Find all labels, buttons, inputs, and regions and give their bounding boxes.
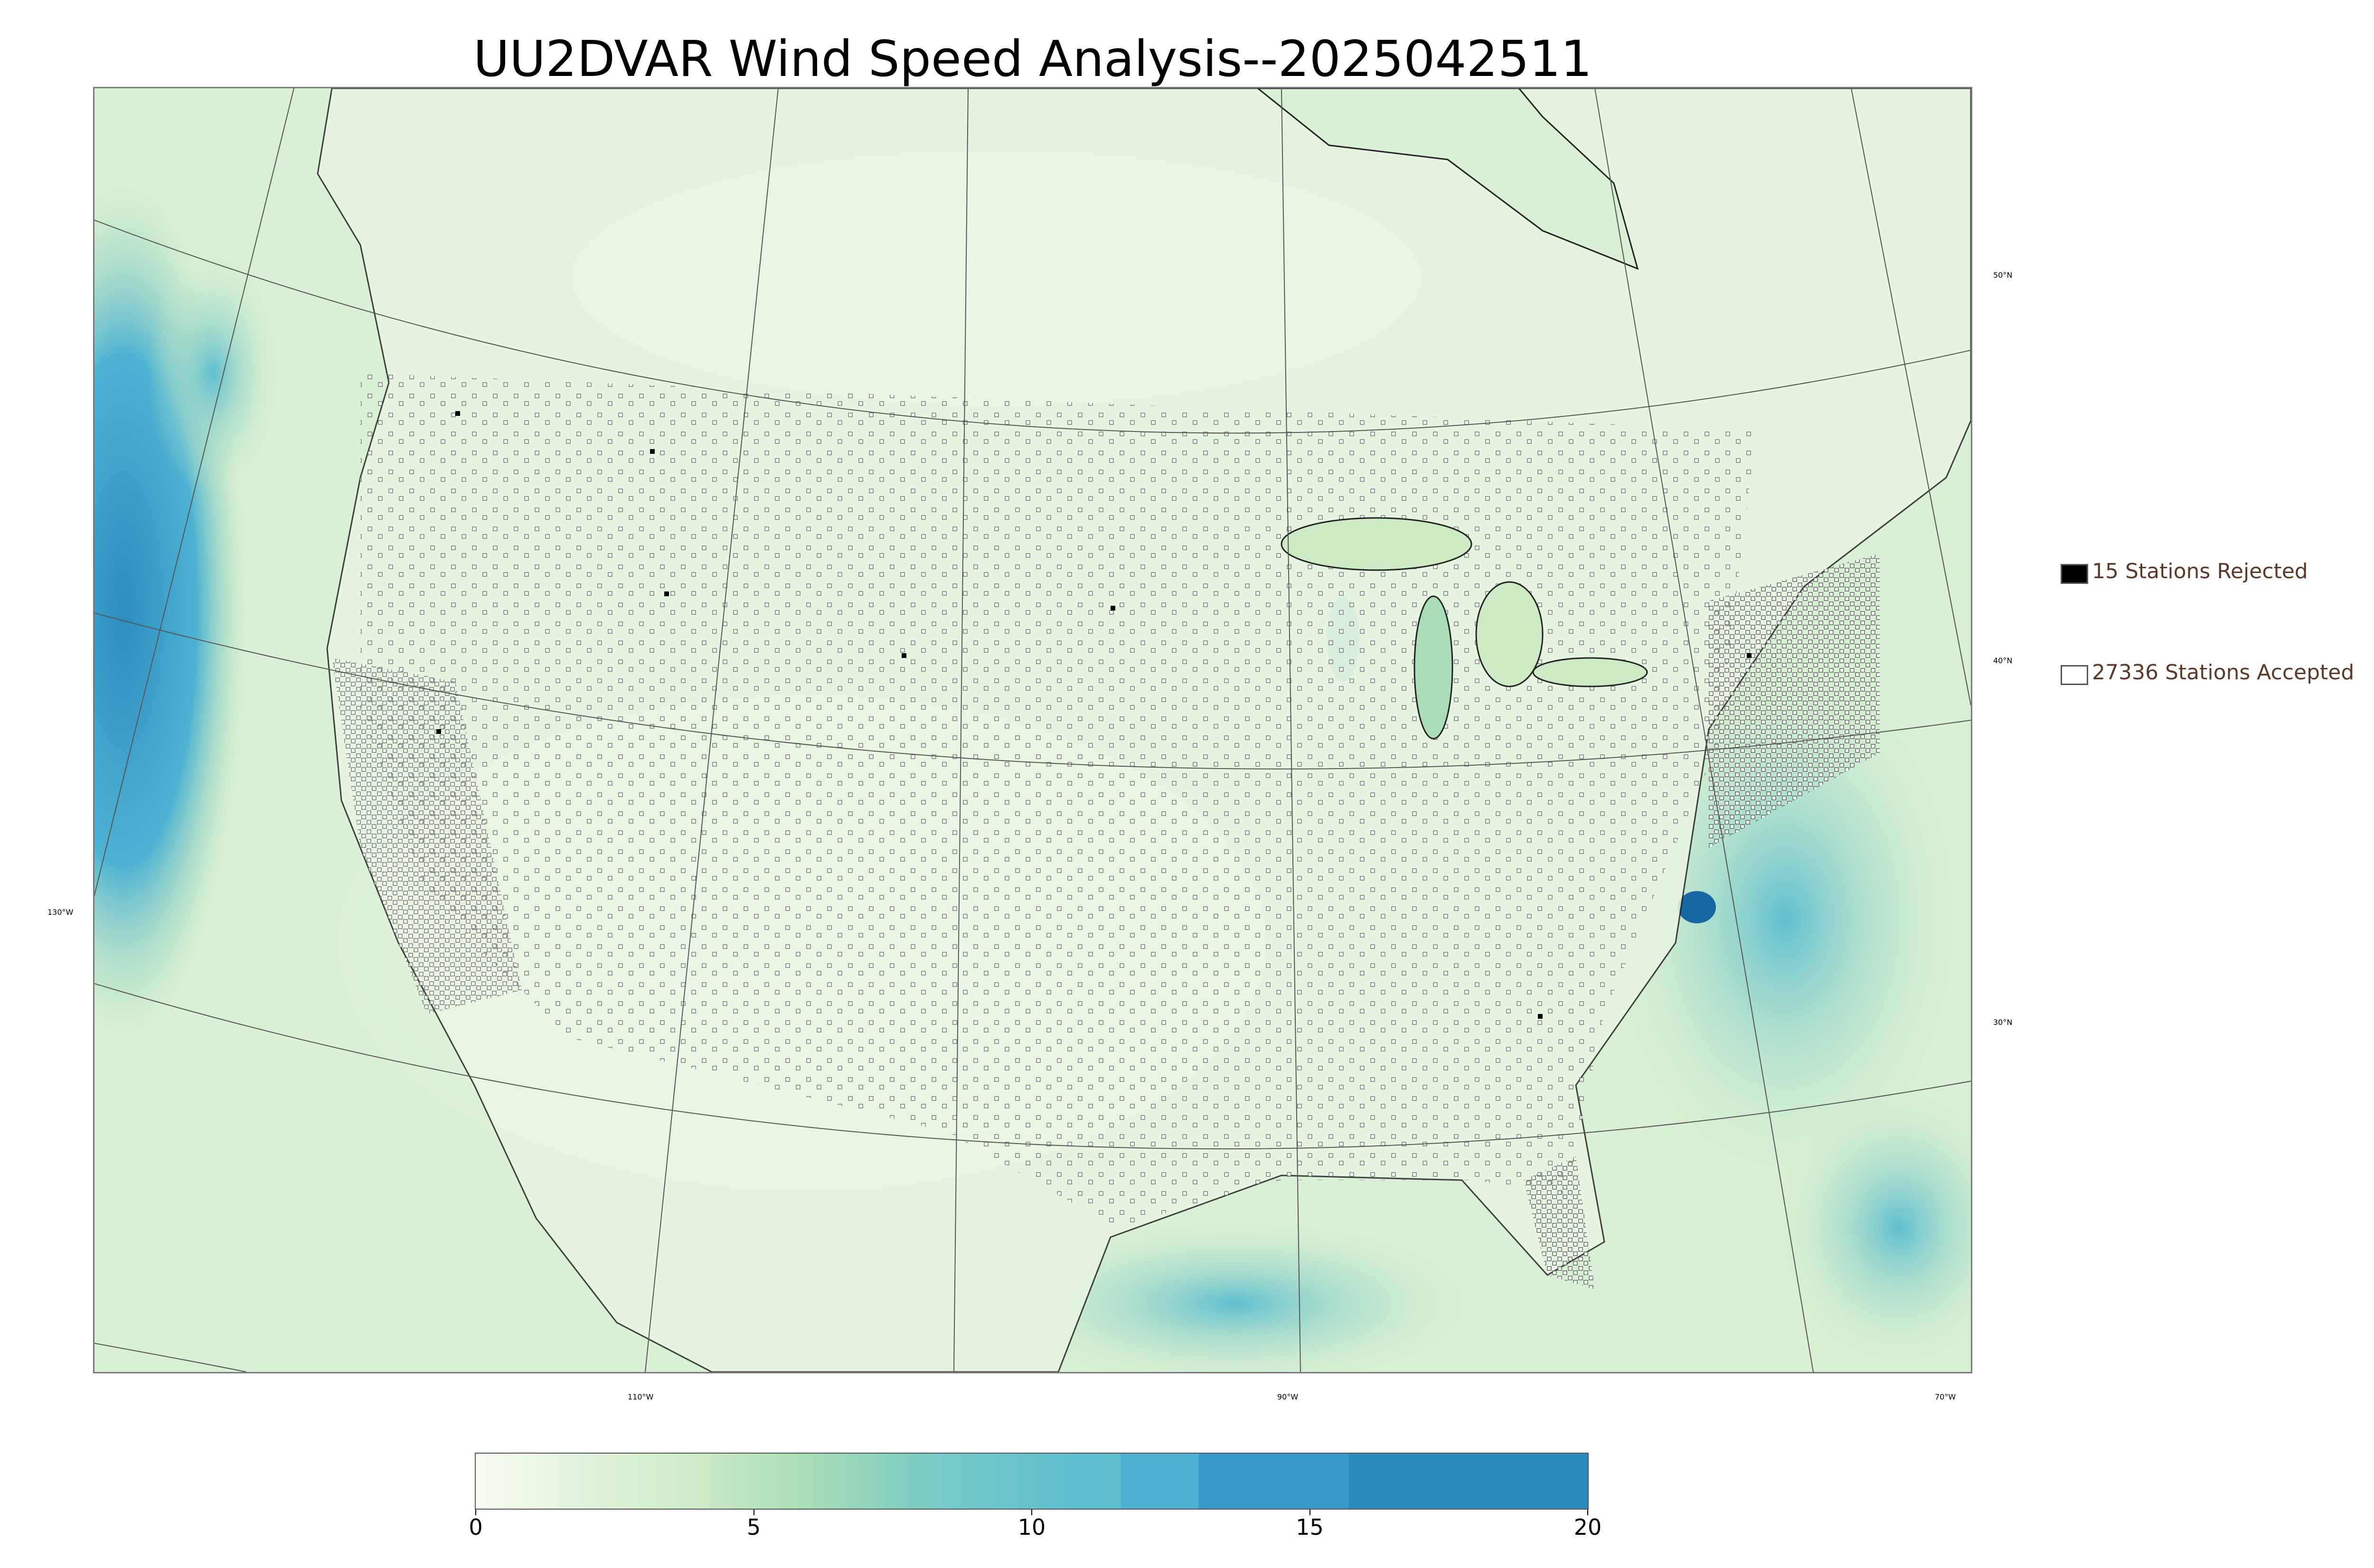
rejected-station-markers bbox=[436, 411, 1752, 1019]
accepted-swatch bbox=[2061, 665, 2088, 685]
colorbar-tick-label-3: 15 bbox=[1296, 1514, 1324, 1540]
colorbar-tick-4 bbox=[1587, 1510, 1588, 1515]
rejected-swatch bbox=[2061, 564, 2088, 584]
lon-label-70w: 70°W bbox=[1935, 1392, 1956, 1401]
colorbar-tick-label-1: 5 bbox=[746, 1514, 761, 1540]
colorbar-tick-0 bbox=[475, 1510, 476, 1515]
wind-speed-map bbox=[93, 87, 1972, 1373]
lon-label-130w: 130°W bbox=[47, 908, 74, 917]
map-title: UU2DVAR Wind Speed Analysis--2025042511 bbox=[473, 30, 1592, 88]
lat-label-50n: 50°N bbox=[1993, 271, 2013, 280]
colorbar-tick-label-4: 20 bbox=[1573, 1514, 1602, 1540]
colorbar-step-7 bbox=[1198, 1454, 1349, 1509]
colorbar-tick-label-0: 0 bbox=[469, 1514, 483, 1540]
colorbar-gradient-segment bbox=[476, 1454, 1071, 1509]
legend-rejected-label: 15 Stations Rejected bbox=[2092, 559, 2308, 583]
lat-label-40n: 40°N bbox=[1993, 656, 2013, 665]
colorbar-step-6 bbox=[1121, 1454, 1199, 1509]
colorbar bbox=[475, 1453, 1589, 1510]
legend-accepted-label: 27336 Stations Accepted bbox=[2092, 660, 2355, 685]
colorbar-tick-2 bbox=[1031, 1510, 1032, 1515]
colorbar-step-5 bbox=[1070, 1454, 1121, 1509]
lat-label-30n: 30°N bbox=[1993, 1018, 2013, 1027]
colorbar-tick-label-2: 10 bbox=[1017, 1514, 1046, 1540]
lon-label-110w: 110°W bbox=[628, 1392, 654, 1401]
colorbar-gradient bbox=[476, 1454, 1588, 1509]
lon-label-90w: 90°W bbox=[1277, 1392, 1299, 1401]
map-canvas bbox=[94, 88, 1971, 1372]
station-markers bbox=[360, 373, 1756, 1228]
colorbar-tick-3 bbox=[1309, 1510, 1310, 1515]
colorbar-step-8 bbox=[1348, 1454, 1588, 1509]
